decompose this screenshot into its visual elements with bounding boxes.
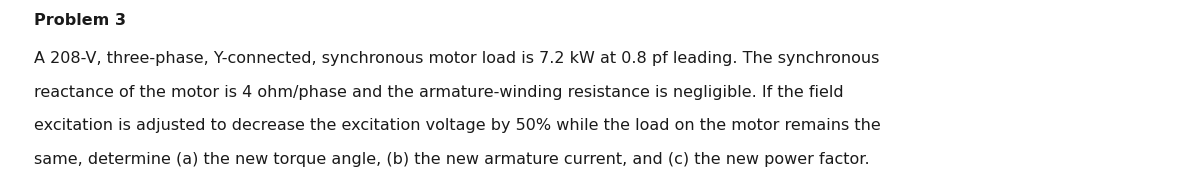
Text: A 208-V, three-phase, Y-connected, synchronous motor load is 7.2 kW at 0.8 pf le: A 208-V, three-phase, Y-connected, synch… xyxy=(34,51,878,66)
Text: same, determine (a) the new torque angle, (b) the new armature current, and (c) : same, determine (a) the new torque angle… xyxy=(34,152,869,167)
Text: Problem 3: Problem 3 xyxy=(34,13,126,28)
Text: reactance of the motor is 4 ohm/phase and the armature-winding resistance is neg: reactance of the motor is 4 ohm/phase an… xyxy=(34,85,844,100)
Text: excitation is adjusted to decrease the excitation voltage by 50% while the load : excitation is adjusted to decrease the e… xyxy=(34,118,881,133)
